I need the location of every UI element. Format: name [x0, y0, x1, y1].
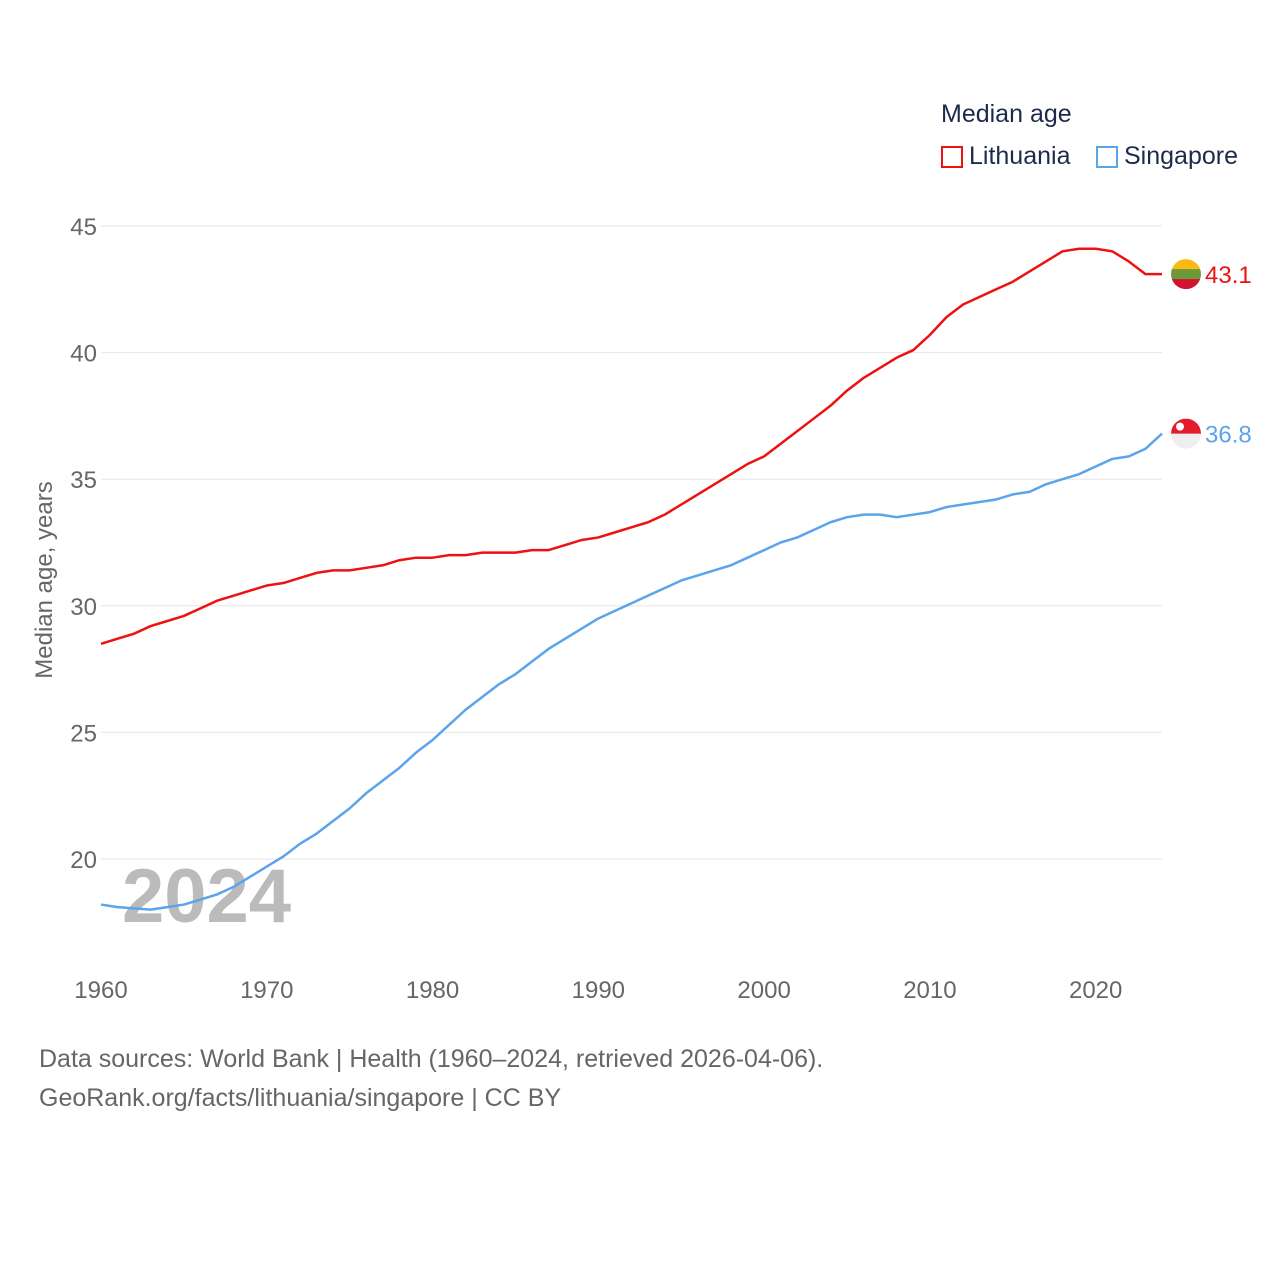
y-axis-label: Median age, years	[31, 481, 58, 678]
y-tick-label: 25	[70, 720, 97, 747]
x-tick-label: 2010	[903, 977, 956, 1004]
footer-sources: Data sources: World Bank | Health (1960–…	[39, 1045, 824, 1073]
y-tick-label: 30	[70, 594, 97, 621]
x-tick-label: 1970	[240, 977, 293, 1004]
x-tick-label: 1990	[572, 977, 625, 1004]
x-tick-label: 2000	[737, 977, 790, 1004]
end-label-singapore: 36.8	[1205, 422, 1252, 449]
flag-lithuania-icon	[1171, 259, 1201, 290]
series-line-lithuania	[100, 247, 1162, 645]
legend-swatch-lithuania	[941, 145, 963, 168]
footer-link[interactable]: GeoRank.org/facts/lithuania/singapore | …	[39, 1084, 562, 1112]
x-tick-label: 1960	[74, 977, 127, 1004]
legend-title: Median age	[941, 100, 1072, 128]
series-line-singapore	[100, 432, 1163, 911]
legend-item-singapore[interactable]: Singapore	[1096, 142, 1238, 171]
flag-singapore-icon	[1171, 418, 1201, 449]
legend-label-lithuania: Lithuania	[969, 142, 1071, 170]
y-tick-label: 40	[70, 341, 97, 368]
x-tick-label: 2020	[1069, 977, 1122, 1004]
legend-swatch-singapore	[1096, 145, 1118, 168]
y-tick-label: 20	[70, 847, 97, 874]
legend-label-singapore: Singapore	[1124, 142, 1238, 170]
legend-item-lithuania[interactable]: Lithuania	[941, 142, 1070, 171]
x-tick-label: 1980	[406, 977, 459, 1004]
end-label-lithuania: 43.1	[1205, 262, 1252, 289]
y-tick-label: 35	[70, 467, 97, 494]
y-tick-label: 45	[70, 214, 97, 241]
